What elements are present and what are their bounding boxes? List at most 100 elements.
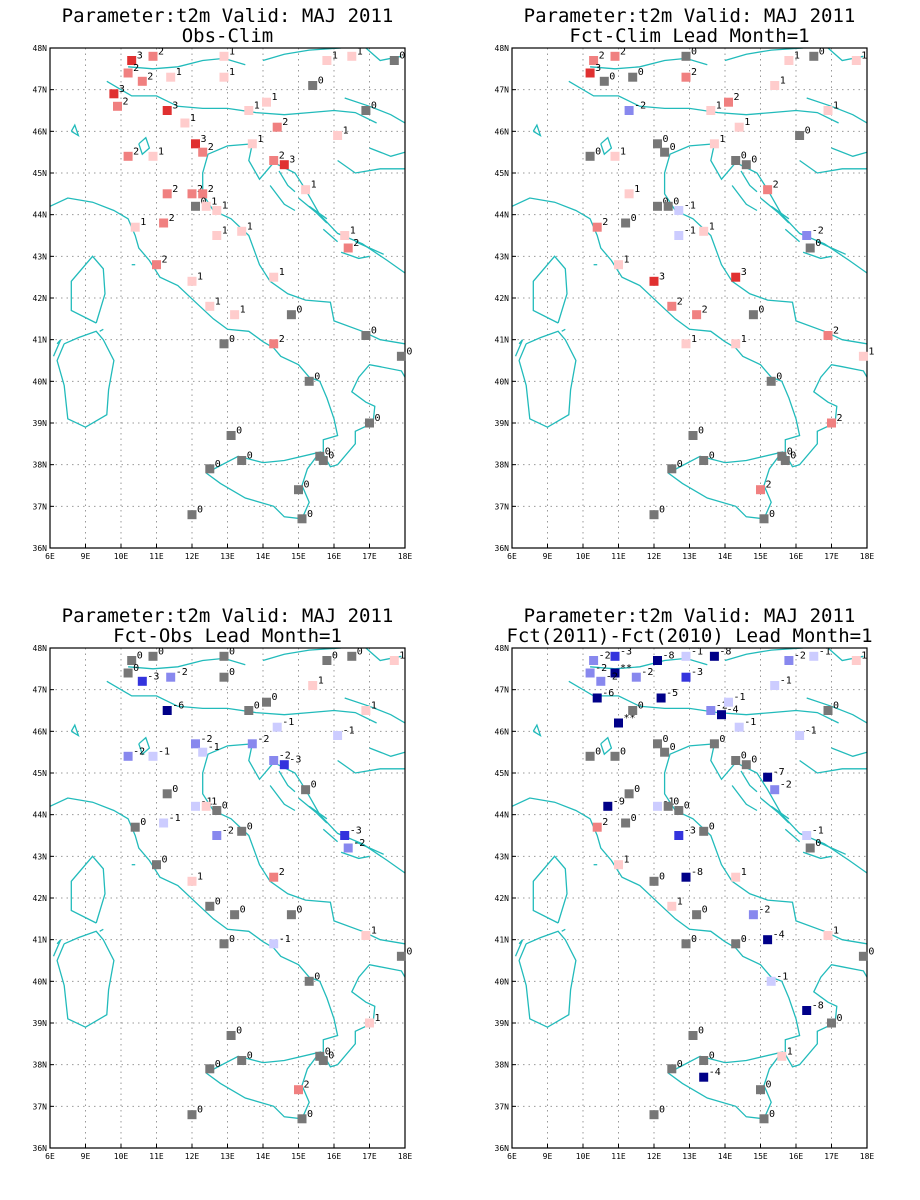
station-marker: 1 xyxy=(614,255,630,270)
station-marker: 2 xyxy=(272,117,288,132)
station-square xyxy=(187,1110,197,1120)
station-square xyxy=(770,681,780,690)
station-value: 3 xyxy=(172,101,178,112)
station-value: 0 xyxy=(684,801,690,812)
lon-tick-label: 16E xyxy=(327,1152,342,1161)
station-marker: 1 xyxy=(699,221,715,236)
station-value: 0 xyxy=(254,701,260,712)
station-square xyxy=(340,231,350,240)
station-value: -1 xyxy=(208,742,220,753)
lat-tick-label: 40N xyxy=(495,977,510,986)
station-square xyxy=(667,301,677,311)
station-square xyxy=(322,56,332,65)
lon-tick-label: 14E xyxy=(256,1152,271,1161)
station-value: 2 xyxy=(353,238,359,249)
lon-tick-label: 15E xyxy=(753,552,768,561)
station-marker: 2 xyxy=(159,213,175,228)
station-square xyxy=(795,731,805,740)
station-square xyxy=(294,485,303,495)
station-marker: 2 xyxy=(269,151,285,165)
lon-tick-label: 15E xyxy=(291,1152,306,1161)
station-marker: 0 xyxy=(649,505,665,520)
lat-tick-label: 38N xyxy=(495,461,510,470)
lon-tick-label: 11E xyxy=(149,1152,164,1161)
station-square xyxy=(262,97,271,107)
station-marker: 1 xyxy=(244,101,260,115)
station-marker: -2 xyxy=(784,651,806,665)
station-marker: 0 xyxy=(653,734,669,749)
station-marker: 1 xyxy=(219,46,235,61)
station-marker: -2 xyxy=(706,701,728,715)
station-value: 0 xyxy=(634,784,640,795)
station-square xyxy=(667,464,677,474)
station-value: 0 xyxy=(328,451,334,462)
station-square xyxy=(212,206,222,215)
station-value: 2 xyxy=(602,817,608,828)
station-marker: 0 xyxy=(699,1051,715,1065)
station-value: 0 xyxy=(609,71,615,82)
station-square xyxy=(823,706,833,715)
station-marker: 2 xyxy=(589,51,605,65)
station-square xyxy=(734,122,744,132)
station-marker: 0 xyxy=(663,196,679,211)
station-square xyxy=(649,510,659,520)
station-square xyxy=(269,272,279,282)
station-marker: -3 xyxy=(674,826,696,840)
lat-tick-label: 47N xyxy=(495,86,510,95)
station-marker: 0 xyxy=(858,946,874,961)
lon-tick-label: 14E xyxy=(718,1152,733,1161)
lat-tick-label: 37N xyxy=(33,502,48,511)
station-square xyxy=(802,1006,812,1015)
station-marker: 3 xyxy=(191,134,207,149)
lon-tick-label: 12E xyxy=(647,552,662,561)
station-value: -3 xyxy=(350,826,362,837)
station-square xyxy=(191,139,200,149)
station-value: 0 xyxy=(741,151,747,162)
station-square xyxy=(802,831,812,840)
station-marker: 0 xyxy=(649,1105,665,1120)
station-square xyxy=(205,464,215,474)
station-marker: 0 xyxy=(123,663,139,678)
station-marker: 0 xyxy=(361,326,377,340)
station-marker: 0 xyxy=(731,151,747,165)
station-square xyxy=(333,131,343,140)
station-value: 0 xyxy=(670,142,676,153)
station-markers: 3211012211032311012132121232221011211112… xyxy=(109,46,412,524)
station-value: 1 xyxy=(794,51,800,62)
station-square xyxy=(827,418,836,428)
station-marker: 0 xyxy=(624,784,640,799)
station-marker: 0 xyxy=(621,213,637,228)
lon-tick-label: 17E xyxy=(824,1152,839,1161)
station-marker: 2 xyxy=(592,817,608,832)
station-value: 0 xyxy=(815,238,821,249)
station-marker: 0 xyxy=(663,796,679,811)
station-marker: 0 xyxy=(660,142,676,157)
station-marker: 0 xyxy=(688,426,704,440)
station-value: 0 xyxy=(236,1026,242,1037)
lat-tick-label: 41N xyxy=(33,936,48,945)
station-marker: 1 xyxy=(301,180,317,195)
lat-tick-label: 41N xyxy=(495,936,510,945)
station-marker: -2 xyxy=(269,751,291,765)
station-marker: 0 xyxy=(660,742,676,757)
lon-tick-label: 15E xyxy=(291,552,306,561)
station-square xyxy=(699,1072,709,1082)
station-value: -1 xyxy=(279,934,291,945)
station-marker: 0 xyxy=(585,746,601,761)
station-square xyxy=(809,651,819,661)
station-value: 0 xyxy=(691,934,697,945)
station-marker: 1 xyxy=(148,146,164,161)
station-value: 1 xyxy=(399,651,405,662)
station-value: 0 xyxy=(229,334,235,345)
station-square xyxy=(802,231,812,240)
station-square xyxy=(148,151,158,161)
station-value: 0 xyxy=(751,155,757,166)
station-marker: 3 xyxy=(162,101,178,115)
station-value: -2 xyxy=(595,663,607,674)
station-marker: 1 xyxy=(219,67,235,82)
station-marker: 3 xyxy=(279,155,295,170)
station-value: -2 xyxy=(279,751,291,762)
station-square xyxy=(621,818,631,828)
station-value: 1 xyxy=(211,796,217,807)
station-value: 0 xyxy=(787,446,793,457)
